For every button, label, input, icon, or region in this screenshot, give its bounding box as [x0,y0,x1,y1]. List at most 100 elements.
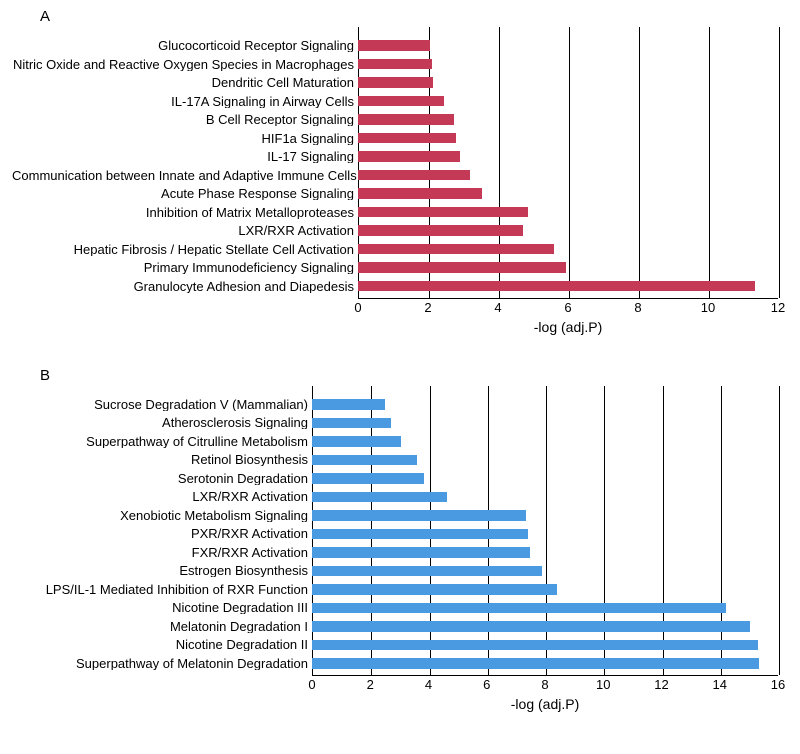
chart-row: Acute Phase Response Signaling [12,184,778,203]
panel-a-label: A [12,8,788,27]
chart-row: LPS/IL-1 Mediated Inhibition of RXR Func… [12,580,778,599]
row-label: Atherosclerosis Signaling [12,416,312,429]
bar [358,207,528,218]
x-tick-label: 4 [494,300,501,315]
chart-row: IL-17A Signaling in Airway Cells [12,92,778,111]
x-tick-label: 6 [483,677,490,692]
row-label: Superpathway of Citrulline Metabolism [12,435,312,448]
x-axis: 0246810121416-log (adj.P) [12,676,778,718]
x-tick-label: 12 [771,300,785,315]
row-label: Xenobiotic Metabolism Signaling [12,509,312,522]
bar [312,640,758,651]
bar [312,529,528,540]
chart-row: Sucrose Degradation V (Mammalian) [12,395,778,414]
chart-row: Nitric Oxide and Reactive Oxygen Species… [12,55,778,74]
x-tick-label: 12 [654,677,668,692]
chart-row: Atherosclerosis Signaling [12,414,778,433]
chart-row: Hepatic Fibrosis / Hepatic Stellate Cell… [12,240,778,259]
chart-row: Inhibition of Matrix Metalloproteases [12,203,778,222]
chart-row: LXR/RXR Activation [12,221,778,240]
bar [358,59,432,70]
bar [358,40,430,51]
row-label: HIF1a Signaling [12,132,358,145]
chart-row: Primary Immunodeficiency Signaling [12,258,778,277]
bar [312,584,557,595]
row-label: PXR/RXR Activation [12,527,312,540]
bar [358,114,454,125]
bar [312,510,526,521]
x-axis-title: -log (adj.P) [534,319,602,335]
row-label: LXR/RXR Activation [12,490,312,503]
grid-line [779,386,780,675]
x-tick-label: 4 [425,677,432,692]
row-label: Communication between Innate and Adaptiv… [12,169,358,182]
chart-row: Granulocyte Adhesion and Diapedesis [12,277,778,296]
row-label: Estrogen Biosynthesis [12,564,312,577]
x-tick-label: 8 [634,300,641,315]
chart-row: Dendritic Cell Maturation [12,73,778,92]
chart-row: Glucocorticoid Receptor Signaling [12,36,778,55]
bar [312,492,447,503]
row-label: B Cell Receptor Signaling [12,113,358,126]
chart-row: Communication between Innate and Adaptiv… [12,166,778,185]
x-tick-label: 10 [701,300,715,315]
x-tick-label: 8 [541,677,548,692]
chart-row: Melatonin Degradation I [12,617,778,636]
x-axis-title: -log (adj.P) [511,696,579,712]
x-tick-label: 14 [713,677,727,692]
row-label: Acute Phase Response Signaling [12,187,358,200]
bar [312,473,424,484]
bar [358,244,554,255]
bar [312,566,542,577]
chart-row: PXR/RXR Activation [12,525,778,544]
grid-line [779,27,780,298]
row-label: FXR/RXR Activation [12,546,312,559]
row-label: Retinol Biosynthesis [12,453,312,466]
chart-row: HIF1a Signaling [12,129,778,148]
row-label: Melatonin Degradation I [12,620,312,633]
bar [358,225,523,236]
x-tick-label: 16 [771,677,785,692]
row-label: Primary Immunodeficiency Signaling [12,261,358,274]
panel-b-label: B [12,367,788,386]
row-label: Sucrose Degradation V (Mammalian) [12,398,312,411]
row-label: Nicotine Degradation II [12,638,312,651]
chart-row: IL-17 Signaling [12,147,778,166]
row-label: IL-17A Signaling in Airway Cells [12,95,358,108]
bar [358,96,444,107]
row-label: Serotonin Degradation [12,472,312,485]
row-label: Nicotine Degradation III [12,601,312,614]
chart-row: Estrogen Biosynthesis [12,562,778,581]
bar [312,603,726,614]
chart-row: Superpathway of Melatonin Degradation [12,654,778,673]
chart-row: Retinol Biosynthesis [12,451,778,470]
x-tick-label: 10 [596,677,610,692]
bar [358,133,456,144]
bar [312,658,759,669]
row-label: Inhibition of Matrix Metalloproteases [12,206,358,219]
chart-row: Nicotine Degradation II [12,636,778,655]
bar [312,418,391,429]
chart-row: Serotonin Degradation [12,469,778,488]
x-axis: 024681012-log (adj.P) [12,299,778,341]
x-tick-label: 2 [424,300,431,315]
chart-row: Xenobiotic Metabolism Signaling [12,506,778,525]
bar [358,281,755,292]
row-label: Superpathway of Melatonin Degradation [12,657,312,670]
chart-row: B Cell Receptor Signaling [12,110,778,129]
bar [358,77,433,88]
bar [312,399,385,410]
row-label: Hepatic Fibrosis / Hepatic Stellate Cell… [12,243,358,256]
chart-row: FXR/RXR Activation [12,543,778,562]
chart-b: Sucrose Degradation V (Mammalian) Atheros… [12,386,788,718]
row-label: Granulocyte Adhesion and Diapedesis [12,280,358,293]
x-tick-label: 2 [367,677,374,692]
chart-row: Nicotine Degradation III [12,599,778,618]
bar [312,621,750,632]
chart-row: Superpathway of Citrulline Metabolism [12,432,778,451]
bar [312,455,417,466]
bar [358,151,460,162]
row-label: Nitric Oxide and Reactive Oxygen Species… [12,58,358,71]
bar [358,188,482,199]
chart-a: Glucocorticoid Receptor Signaling Nitric … [12,27,788,341]
